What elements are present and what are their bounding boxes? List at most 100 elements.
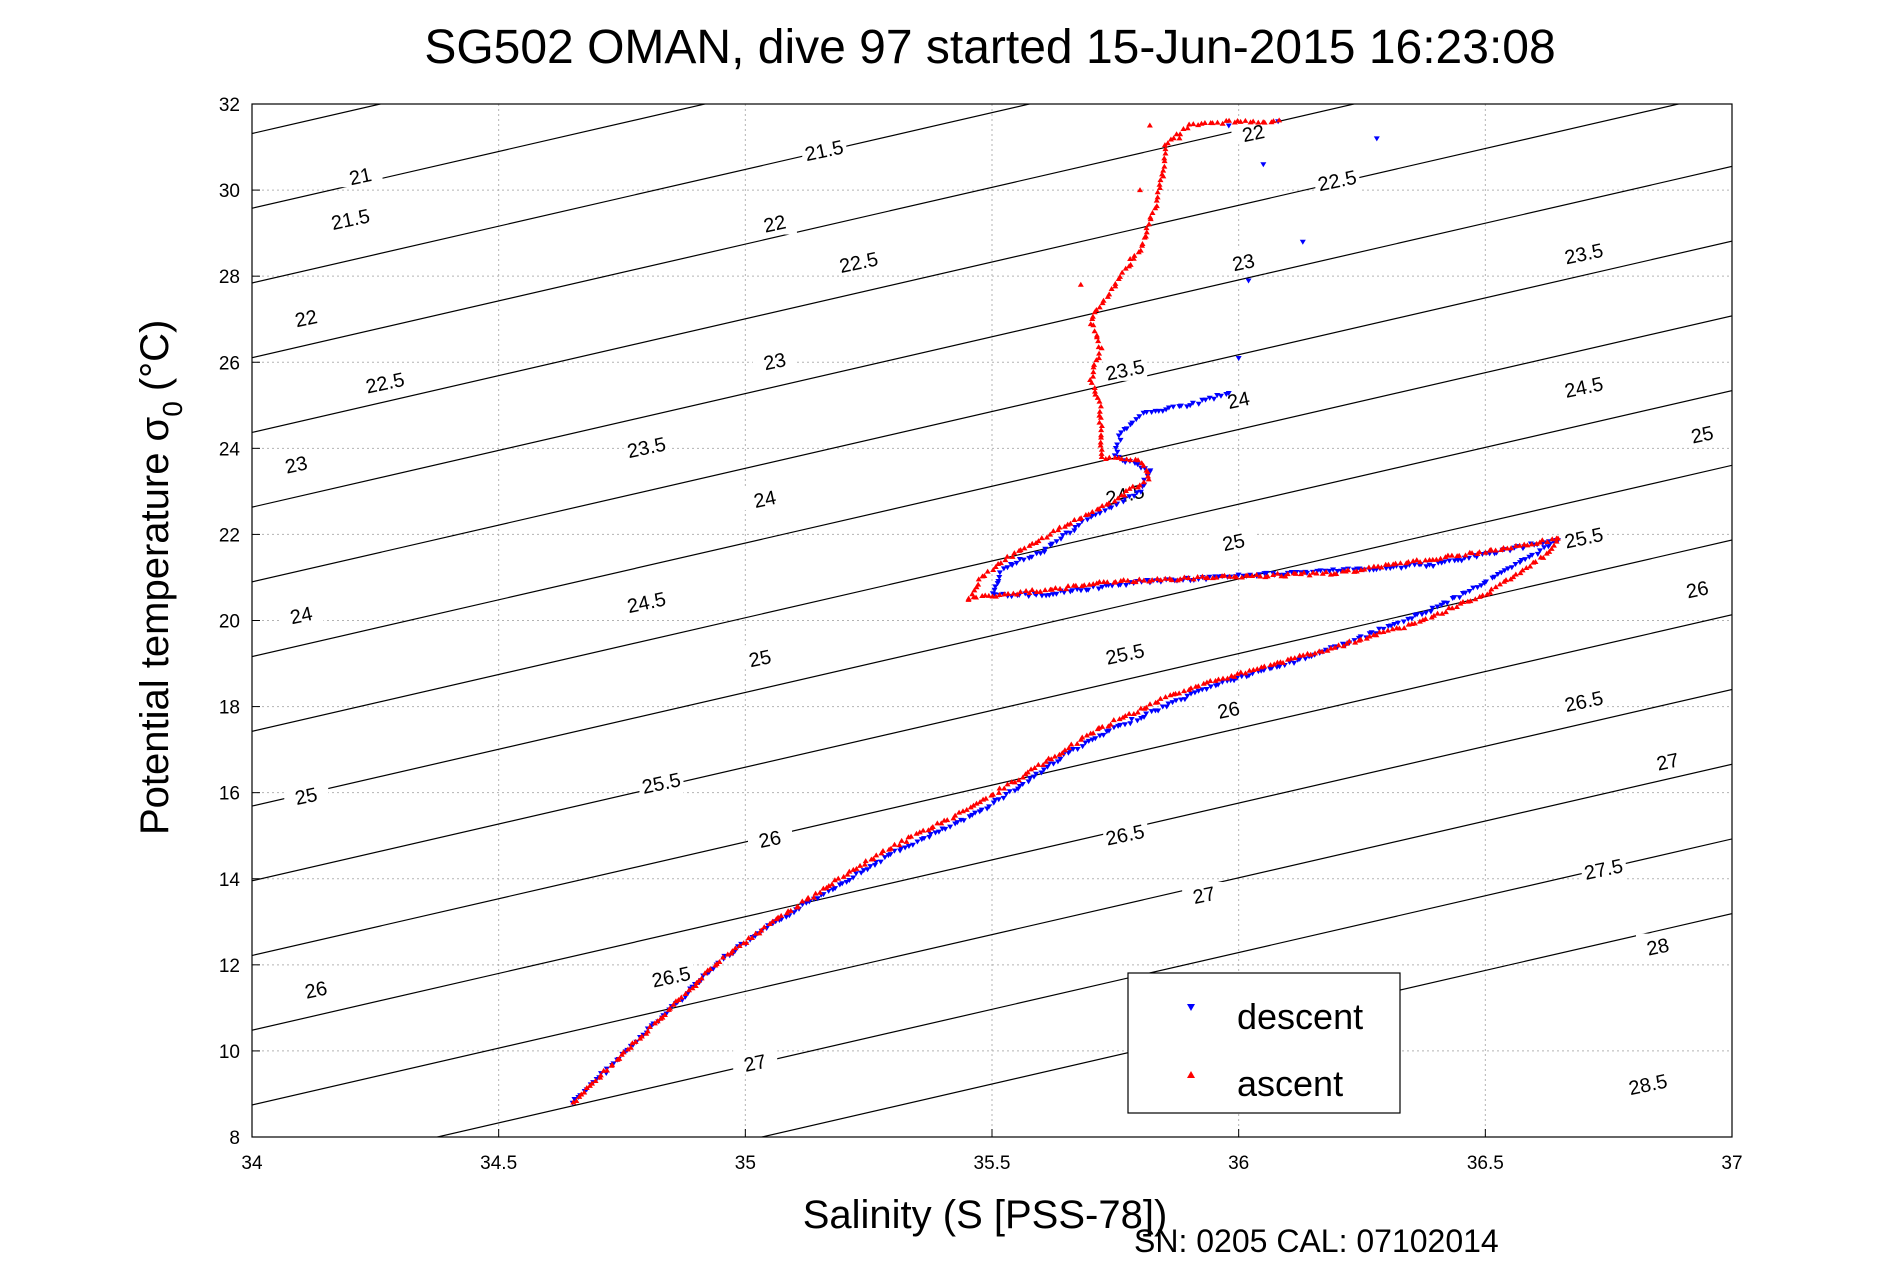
- descent-point: [1085, 738, 1092, 744]
- ascent-point: [646, 1023, 653, 1029]
- isopycnal-label-bg: [1562, 374, 1606, 399]
- ascent-point: [995, 789, 1002, 795]
- descent-point: [1067, 530, 1074, 536]
- descent-point: [1207, 684, 1214, 690]
- ascent-point: [1078, 515, 1085, 521]
- chart-title: SG502 OMAN, dive 97 started 15-Jun-2015 …: [424, 21, 1555, 74]
- ascent-point: [997, 560, 1004, 566]
- ascent-point: [1215, 676, 1222, 682]
- descent-point: [887, 852, 894, 858]
- isopycnal-label-bg: [1216, 386, 1261, 411]
- ascent-point: [1442, 609, 1449, 615]
- ascent-point: [844, 871, 851, 877]
- ascent-point: [970, 594, 977, 600]
- descent-point: [1326, 568, 1333, 574]
- ascent-point: [1161, 163, 1168, 169]
- y-tick-label: 12: [219, 956, 240, 977]
- ascent-point: [1093, 580, 1100, 586]
- ascent-point: [1097, 439, 1104, 445]
- ascent-point: [1548, 545, 1555, 551]
- descent-point: [1033, 771, 1040, 777]
- ascent-point: [975, 581, 982, 587]
- descent-point: [1095, 586, 1102, 592]
- descent-point: [843, 879, 850, 885]
- ascent-point: [1130, 579, 1137, 585]
- ascent-point: [1096, 408, 1103, 414]
- descent-point: [1299, 239, 1306, 245]
- descent-point: [1155, 408, 1162, 414]
- isopycnal-label: 23: [283, 452, 309, 478]
- descent-point: [1025, 593, 1032, 599]
- descent-point: [858, 870, 865, 876]
- descent-point: [1402, 564, 1409, 570]
- x-tick-label: 35.5: [974, 1153, 1011, 1174]
- isopycnal-line: [252, 104, 1033, 284]
- ascent-point: [1146, 221, 1153, 227]
- descent-point: [1430, 563, 1437, 569]
- descent-point: [1183, 404, 1190, 410]
- ascent-point: [1126, 710, 1133, 716]
- ascent-point: [1002, 557, 1009, 563]
- ascent-point: [1040, 761, 1047, 767]
- ascent-point: [1112, 454, 1119, 460]
- ascent-point: [1091, 384, 1098, 390]
- ascent-point: [1070, 582, 1077, 588]
- ascent-point: [1533, 540, 1540, 546]
- ascent-point: [1280, 659, 1287, 665]
- isopycnal-label: 25: [1689, 422, 1715, 448]
- isopycnal-label-bg: [1206, 696, 1251, 721]
- descent-point: [1042, 546, 1049, 552]
- ascent-point: [1181, 574, 1188, 580]
- ascent-point: [1136, 482, 1143, 488]
- ascent-point: [1085, 511, 1092, 517]
- descent-point: [881, 855, 888, 861]
- ascent-point: [1106, 291, 1113, 297]
- descent-point: [850, 875, 857, 881]
- ascent-point: [1209, 575, 1216, 581]
- ascent-point: [1186, 121, 1193, 127]
- descent-point: [1391, 622, 1398, 628]
- descent-point: [1165, 405, 1172, 411]
- ascent-point: [1324, 647, 1331, 653]
- isopycnal-label-bg: [752, 348, 797, 373]
- ascent-point: [1195, 122, 1202, 128]
- descent-point: [1103, 583, 1110, 589]
- ascent-point: [1038, 535, 1045, 541]
- ascent-point: [1137, 247, 1144, 253]
- ascent-point: [1096, 412, 1103, 418]
- descent-point: [1083, 587, 1090, 593]
- ascent-point: [1140, 462, 1147, 468]
- ascent-point: [1098, 427, 1105, 433]
- descent-point: [1414, 612, 1421, 618]
- descent-point: [1408, 616, 1415, 622]
- ascent-point: [583, 1084, 590, 1090]
- descent-point: [995, 578, 1002, 584]
- ascent-point: [1214, 119, 1221, 125]
- ascent-point: [1284, 571, 1291, 577]
- isopycnal-line: [252, 614, 1732, 957]
- descent-point: [914, 839, 921, 845]
- descent-point: [1144, 577, 1151, 583]
- ascent-point: [1448, 552, 1455, 558]
- ascent-point: [1057, 585, 1064, 591]
- ascent-point: [616, 1055, 623, 1061]
- descent-point: [1077, 588, 1084, 594]
- ascent-point: [682, 991, 689, 997]
- ascent-point: [627, 1044, 634, 1050]
- ascent-point: [913, 830, 920, 836]
- descent-point: [1133, 417, 1140, 423]
- descent-point: [1444, 600, 1451, 606]
- ascent-point: [609, 1061, 616, 1067]
- ascent-point: [1142, 233, 1149, 239]
- ascent-point: [1242, 117, 1249, 123]
- ascent-point: [1099, 723, 1106, 729]
- descent-point: [996, 570, 1003, 576]
- descent-point: [1019, 781, 1026, 787]
- y-tick-label: 32: [219, 95, 240, 116]
- descent-point: [1370, 567, 1377, 573]
- isopycnal-label-bg: [294, 976, 339, 1001]
- ascent-point: [1088, 379, 1095, 385]
- descent-point: [1181, 697, 1188, 703]
- ascent-point: [589, 1080, 596, 1086]
- ascent-point: [1517, 570, 1524, 576]
